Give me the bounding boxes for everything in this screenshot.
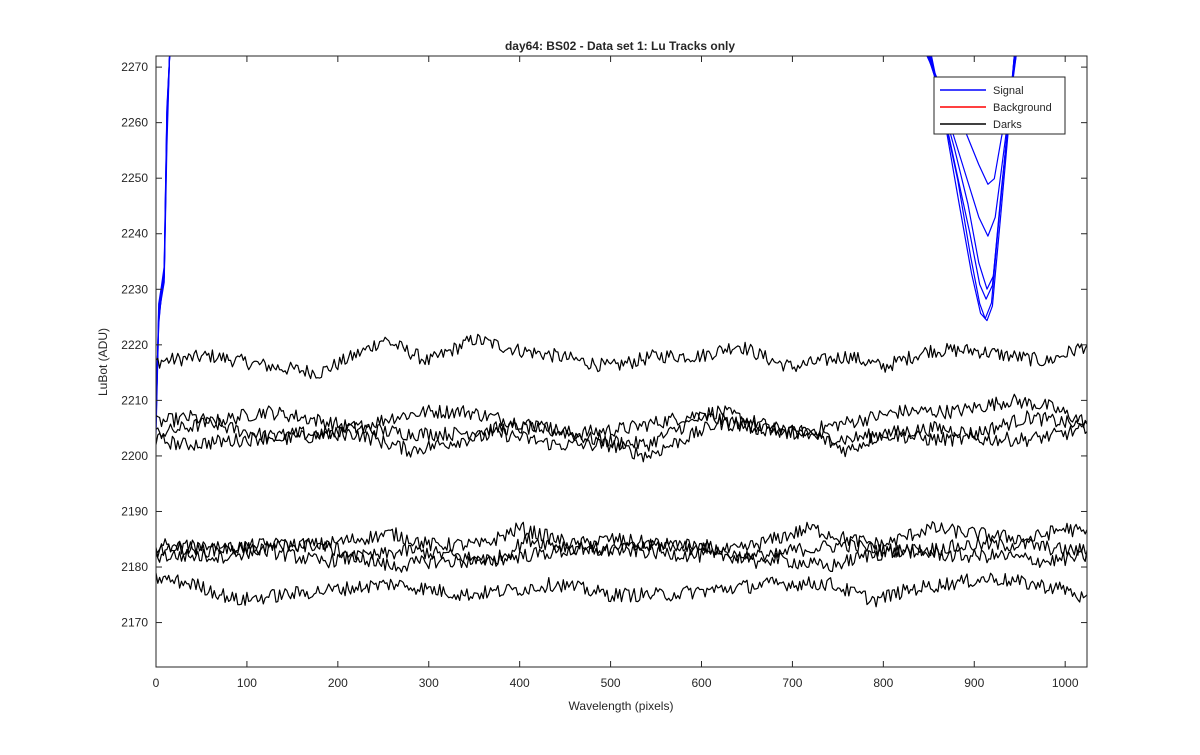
y-tick-label: 2180 [121,560,148,574]
x-tick-label: 300 [419,676,439,690]
series-line-darks-18 [156,537,1087,573]
legend: Signal Background Darks [933,76,1066,135]
x-tick-label: 1000 [1052,676,1079,690]
plot-frame [155,55,1088,668]
series-line-darks-16 [156,521,1087,559]
series-line-darks-17 [156,532,1087,569]
series-line-darks-12 [156,333,1087,380]
y-tick-label: 2170 [121,616,148,630]
plot-lines [156,56,1087,608]
legend-entry-label: Darks [993,119,1022,131]
x-tick-label: 900 [964,676,984,690]
y-tick-label: 2260 [121,116,148,130]
x-tick-label: 600 [691,676,711,690]
chart-title: day64: BS02 - Data set 1: Lu Tracks only [505,39,735,53]
y-tick-label: 2240 [121,227,148,241]
x-tick-label: 100 [237,676,257,690]
x-axis: 0 100 200 300 400 500 600 700 800 900 1000 [153,56,1079,690]
series-line-darks-14 [156,405,1087,452]
y-tick-label: 2220 [121,338,148,352]
y-axis: 2170 2180 2190 2200 2210 2220 2230 2240 2250 2260… [121,60,1087,630]
y-tick-label: 2210 [121,393,148,407]
series-line-darks-19 [156,572,1087,608]
x-tick-label: 200 [328,676,348,690]
x-tick-label: 400 [510,676,530,690]
series-line-signal-11 [930,56,1015,322]
series-line-signal-10 [930,56,1015,320]
series-line-darks-13 [156,393,1087,446]
x-axis-label: Wavelength (pixels) [569,699,674,713]
y-tick-label: 2190 [121,504,148,518]
series-line-signal-5 [156,56,171,406]
y-tick-label: 2250 [121,171,148,185]
x-tick-label: 700 [782,676,802,690]
legend-entry-label: Signal [993,85,1024,97]
series-line-darks-15 [156,415,1087,463]
y-tick-label: 2270 [121,60,148,74]
x-tick-label: 800 [873,676,893,690]
x-tick-label: 500 [601,676,621,690]
y-tick-label: 2200 [121,449,148,463]
legend-entry-label: Background [993,102,1052,114]
y-axis-label: LuBot (ADU) [96,328,110,396]
y-tick-label: 2230 [121,282,148,296]
x-tick-label: 0 [153,676,160,690]
